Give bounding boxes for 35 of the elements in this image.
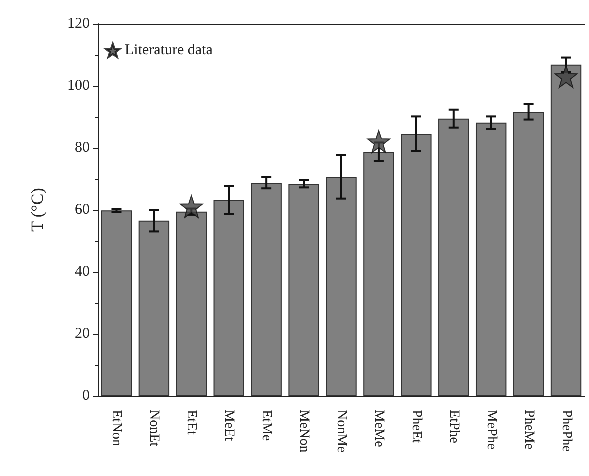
x-tick-label: NonMe — [334, 410, 349, 453]
y-tick-label: 40 — [75, 264, 90, 280]
bar — [176, 212, 208, 396]
bar — [251, 183, 282, 396]
legend-label: Literature data — [125, 42, 214, 59]
x-tick-label: MeEt — [222, 410, 237, 442]
bar — [326, 177, 357, 396]
x-tick-label: EtMe — [259, 410, 274, 442]
x-tick-label: MeMe — [371, 410, 386, 448]
y-tick-label: 60 — [75, 202, 90, 218]
x-tick-label: PhePhe — [558, 410, 574, 452]
bar — [438, 118, 470, 396]
x-tick-label: PheMe — [521, 410, 536, 450]
x-tick-label: EtEt — [184, 410, 200, 435]
y-tick-label: 20 — [75, 326, 90, 342]
y-tick-label: 120 — [68, 16, 90, 32]
bar — [288, 184, 320, 396]
bar — [513, 112, 544, 396]
x-tick-label: MeNon — [296, 410, 312, 453]
y-tick-label: 0 — [82, 388, 90, 404]
bar — [476, 122, 507, 396]
x-tick-label: MePhe — [484, 410, 499, 450]
y-tick-label: 100 — [68, 78, 90, 94]
x-tick-label: PheEt — [408, 410, 424, 444]
x-tick-label: EtPhe — [446, 410, 462, 444]
x-tick-label: EtNon — [109, 410, 124, 447]
y-tick-label: 80 — [75, 140, 90, 156]
y-axis-title: T (°C) — [28, 188, 47, 232]
bar — [401, 134, 432, 396]
x-tick-label: NonEt — [146, 410, 162, 447]
bar — [101, 210, 132, 396]
bar — [138, 220, 170, 396]
bar — [364, 152, 394, 396]
bar — [550, 64, 582, 396]
bar — [214, 200, 244, 396]
